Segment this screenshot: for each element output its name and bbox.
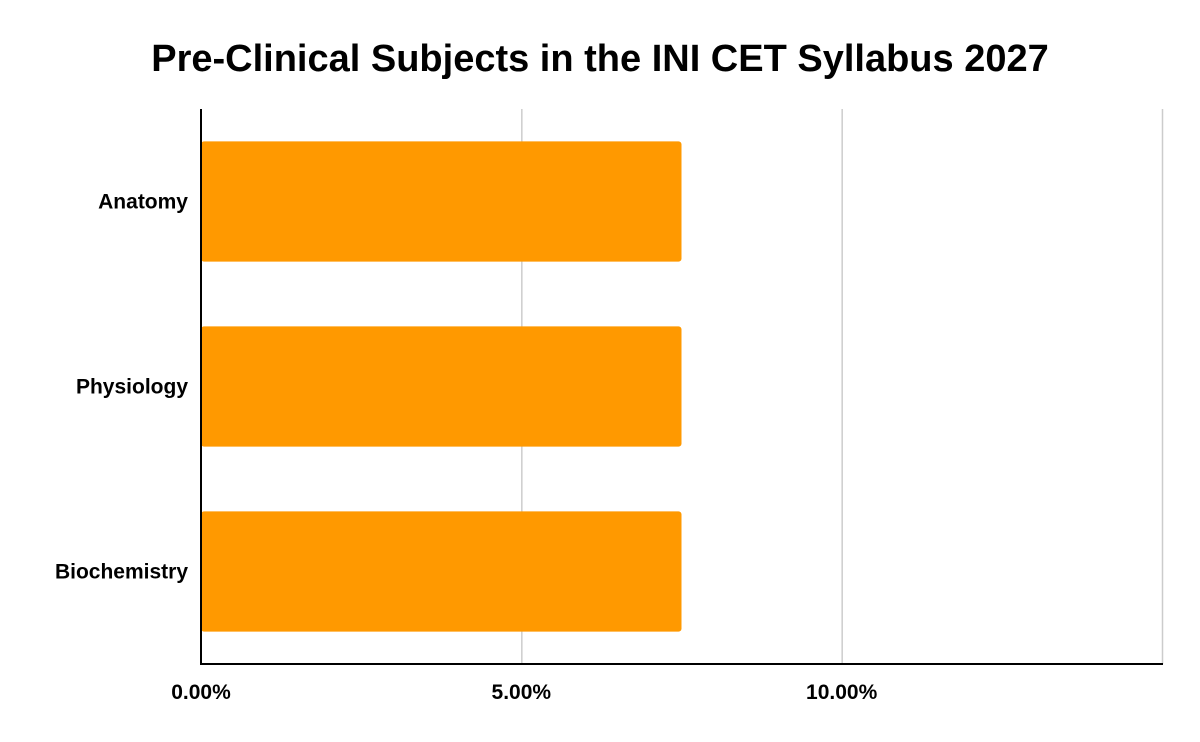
bar-anatomy	[201, 141, 682, 262]
category-label-physiology: Physiology	[76, 376, 188, 399]
x-tick-label-1: 5.00%	[492, 681, 552, 704]
chart-title: Pre-Clinical Subjects in the INI CET Syl…	[151, 38, 1049, 80]
x-tick-label-2: 10.00%	[806, 681, 878, 704]
bar-physiology	[201, 326, 682, 447]
x-tick-label-0: 0.00%	[171, 681, 231, 704]
category-label-biochemistry: Biochemistry	[55, 561, 188, 584]
category-label-anatomy: Anatomy	[98, 191, 188, 214]
bar-biochemistry	[201, 511, 682, 632]
